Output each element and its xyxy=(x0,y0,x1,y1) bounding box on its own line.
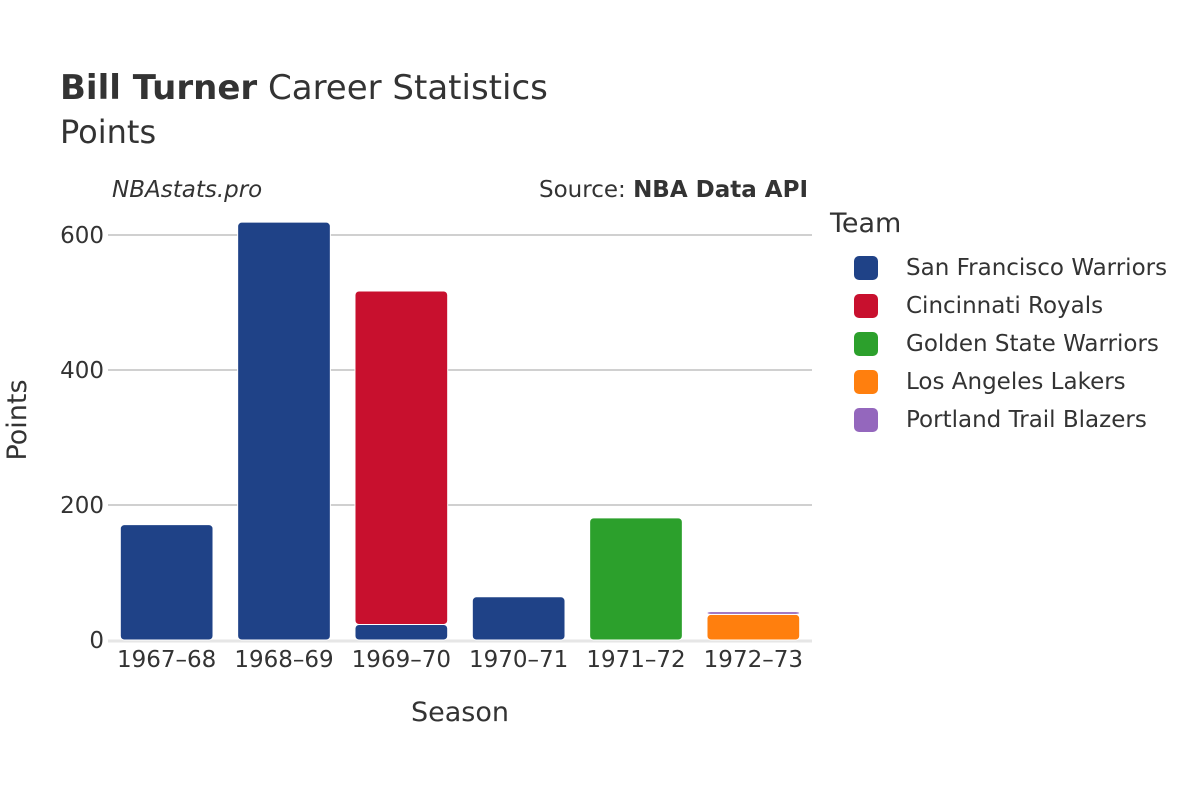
legend-swatch xyxy=(854,294,878,318)
player-name: Bill Turner xyxy=(60,68,258,108)
x-tick-label: 1967–68 xyxy=(117,647,216,673)
bar xyxy=(706,613,801,641)
legend-label: Portland Trail Blazers xyxy=(906,407,1147,433)
site-watermark: NBAstats.pro xyxy=(112,177,263,203)
legend-label: San Francisco Warriors xyxy=(906,255,1168,281)
y-tick-label: 400 xyxy=(60,358,104,384)
title-rest: Career Statistics xyxy=(268,68,548,108)
legend-swatch xyxy=(854,256,878,280)
x-tick-label: 1972–73 xyxy=(704,647,803,673)
chart-subtitle: Points xyxy=(60,113,157,151)
legend-label: Los Angeles Lakers xyxy=(906,369,1126,395)
source-note: Source: NBA Data API xyxy=(539,177,808,203)
legend-item[interactable]: Cincinnati Royals xyxy=(830,287,1167,325)
legend: Team San Francisco Warriors Cincinnati Ro… xyxy=(830,208,1167,439)
legend-items: San Francisco Warriors Cincinnati Royals G… xyxy=(830,249,1167,439)
bar xyxy=(589,517,683,641)
legend-label: Golden State Warriors xyxy=(906,331,1159,357)
bar xyxy=(354,623,449,641)
legend-title: Team xyxy=(830,208,902,239)
x-tick-label: 1968–69 xyxy=(234,647,333,673)
legend-swatch xyxy=(854,408,878,432)
source-name: NBA Data API xyxy=(633,177,808,203)
legend-swatch xyxy=(854,370,878,394)
legend-item[interactable]: Golden State Warriors xyxy=(830,325,1167,363)
source-prefix: Source: xyxy=(539,177,634,203)
bar xyxy=(706,611,801,615)
x-tick-label: 1970–71 xyxy=(469,647,568,673)
legend-item[interactable]: San Francisco Warriors xyxy=(830,249,1167,287)
y-tick-label: 200 xyxy=(60,493,104,519)
bar xyxy=(237,221,331,641)
y-axis-title: Points xyxy=(2,379,33,460)
y-tick-label: 600 xyxy=(60,223,104,249)
x-tick-label: 1969–70 xyxy=(352,647,451,673)
bar xyxy=(471,596,566,641)
legend-swatch xyxy=(854,332,878,356)
y-tick-label: 0 xyxy=(89,628,104,654)
legend-label: Cincinnati Royals xyxy=(906,293,1104,319)
x-axis-title: Season xyxy=(411,697,509,728)
legend-item[interactable]: Los Angeles Lakers xyxy=(830,363,1167,401)
legend-item[interactable]: Portland Trail Blazers xyxy=(830,401,1167,439)
chart-title: Bill Turner Career Statistics xyxy=(60,66,548,110)
bar xyxy=(119,524,214,641)
bar xyxy=(354,290,449,625)
x-tick-label: 1971–72 xyxy=(586,647,685,673)
